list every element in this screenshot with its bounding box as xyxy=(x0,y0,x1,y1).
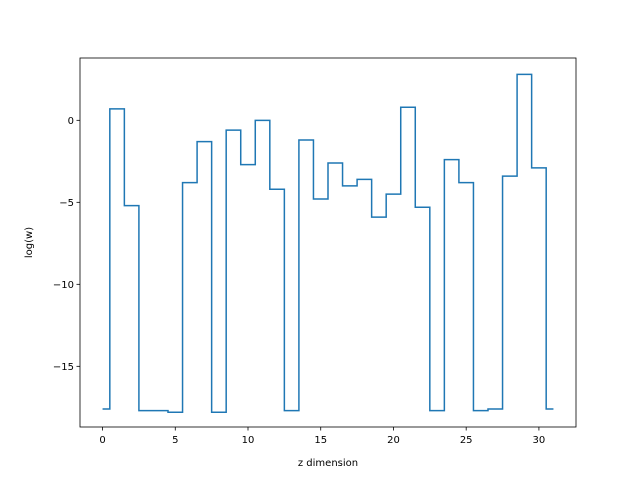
x-tick-label: 15 xyxy=(314,435,327,446)
x-tick-label: 5 xyxy=(172,435,178,446)
x-tick-label: 10 xyxy=(242,435,255,446)
y-tick-label: 0 xyxy=(68,116,74,127)
x-tick-label: 30 xyxy=(533,435,546,446)
y-tick-label: −15 xyxy=(53,362,74,373)
axes: 0 5 10 15 20 25 30 −15 −10 −5 0 xyxy=(53,57,577,446)
axes-frame xyxy=(79,57,577,428)
x-tick-label: 0 xyxy=(99,435,105,446)
y-tick-label: −5 xyxy=(59,198,74,209)
series-line-0 xyxy=(102,73,554,413)
y-tick-label: −10 xyxy=(53,280,74,291)
x-tick-label: 20 xyxy=(387,435,400,446)
y-axis-label: log(w) xyxy=(24,227,35,258)
x-axis-label: z dimension xyxy=(298,458,358,469)
x-tick-label: 25 xyxy=(460,435,473,446)
plot-area xyxy=(102,73,554,413)
